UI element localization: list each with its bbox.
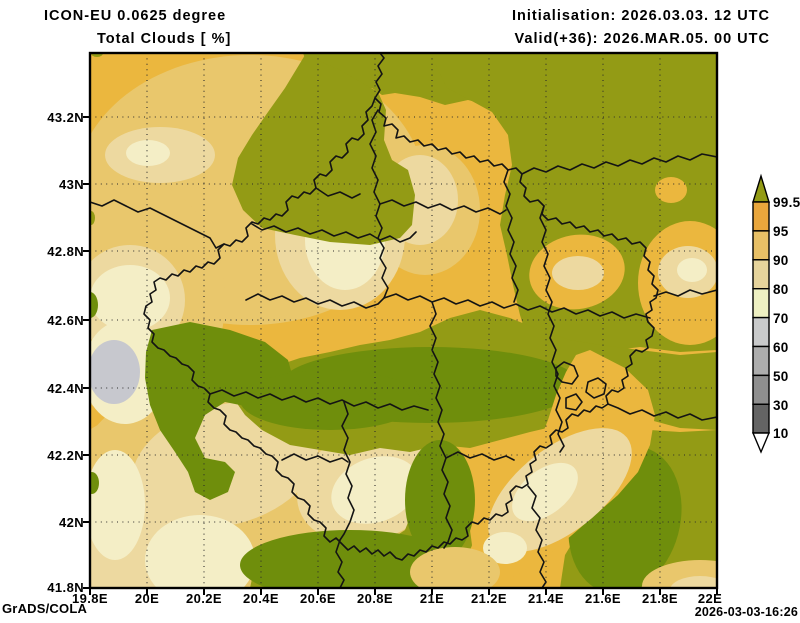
grads-credit: GrADS/COLA [2,601,87,616]
x-tick-label: 19.8E [72,591,108,606]
x-tick-label: 20.8E [357,591,393,606]
colorbar-segment [752,288,770,319]
colorbar-segment [752,259,770,290]
colorbar-tick-label: 60 [773,340,789,355]
field-title: Total Clouds [ %] [97,31,231,47]
x-axis-labels: 19.8E 20E 20.2E 20.4E 20.6E 20.8E 21E 21… [72,591,722,606]
x-tick-label: 20.2E [186,591,222,606]
colorbar-segment [752,316,770,348]
x-tick-label: 20.4E [243,591,279,606]
cloud-break-patches [410,177,717,588]
x-tick-label: 21.8E [642,591,678,606]
axis-ticks [83,116,718,595]
colorbar-tick-label: 80 [773,282,789,297]
colorbar-segment [752,403,770,434]
colorbar-tick-label: 95 [773,224,789,239]
colorbar-segment [752,230,770,261]
colorbar-top-arrow [752,173,770,203]
creation-timestamp: 2026-03-03-16:26 [695,605,798,618]
valid-time-label: Valid(+36): 2026.MAR.05. 00 UTC [515,31,770,47]
colorbar-bottom-arrow [751,432,771,454]
colorbar-tick-label: 90 [773,253,789,268]
y-tick-label: 42.2N [47,448,84,463]
x-tick-label: 21.6E [585,591,621,606]
colorbar-tick-label: 30 [773,398,789,413]
y-tick-label: 42.4N [47,381,84,396]
colorbar-segment [752,374,770,405]
y-tick-label: 41.8N [47,580,84,595]
graticule [90,53,717,588]
cloud-shading-layer [90,53,717,588]
x-tick-label: 20E [135,591,159,606]
model-title: ICON-EU 0.0625 degree [44,8,226,24]
colorbar-segment [752,345,770,377]
y-tick-label: 42.8N [47,244,84,259]
colorbar-tick-label: 10 [773,426,789,441]
x-tick-label: 20.6E [300,591,336,606]
colorbar: 99.5 95 90 80 70 60 50 30 10 [751,173,800,454]
x-tick-label: 21.2E [471,591,507,606]
colorbar-tick-label: 99.5 [773,195,800,210]
y-tick-label: 43.2N [47,110,84,125]
init-time-label: Initialisation: 2026.03.03. 12 UTC [512,8,770,24]
y-tick-label: 42N [59,515,84,530]
x-tick-label: 22E [698,591,722,606]
colorbar-segment [752,201,770,232]
x-tick-label: 21.4E [528,591,564,606]
colorbar-tick-label: 70 [773,311,789,326]
y-axis-labels: 43.2N 43N 42.8N 42.6N 42.4N 42.2N 42N 41… [47,110,84,595]
colorbar-tick-label: 50 [773,369,789,384]
admin-borders [90,53,717,588]
x-tick-label: 21E [420,591,444,606]
y-tick-label: 43N [59,177,84,192]
low-cloud-gray-blob [90,340,140,404]
y-tick-label: 42.6N [47,313,84,328]
